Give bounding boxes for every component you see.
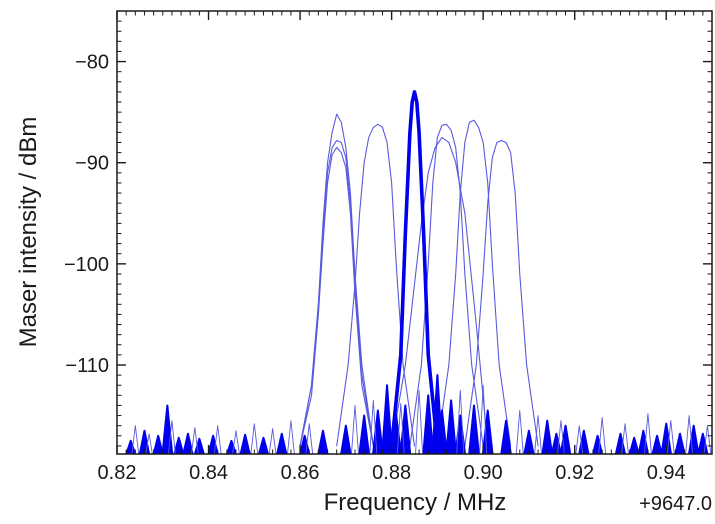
noise-spike-thin-2 [168,420,176,454]
noise-spike-thin-5 [232,430,240,454]
series-line-2 [299,146,374,447]
y-tick-label: −80 [75,52,109,74]
ticks-layer [116,10,713,454]
x-tick-label: 0.92 [555,462,594,484]
noise-spike-bold-36 [637,429,649,454]
noise-spike-thin-17 [534,415,543,454]
noise-spike-bold-11 [276,432,288,454]
y-tick-label: −90 [75,153,109,175]
noise-spike-thin-24 [685,415,694,454]
noise-spike-bold-39 [674,432,686,454]
series-line-4 [409,123,484,447]
noise-spike-thin-23 [666,420,675,454]
x-tick-label: 0.94 [647,462,686,484]
noise-spike-bold-0 [125,439,137,454]
noise-spike-thin-6 [250,423,259,454]
x-offset-label: +9647.0 [639,493,712,515]
x-axis-label: Frequency / MHz [324,489,507,516]
noise-spike-bold-20 [422,394,435,454]
noise-spike-bold-28 [523,429,535,454]
noise-spike-bold-7 [207,434,219,454]
noise-spike-bold-23 [445,399,457,454]
noise-spike-thin-11 [369,399,378,454]
noise-spike-thin-0 [131,425,140,454]
tick-labels-layer: 0.82 0.84 0.86 0.88 0.90 0.92 0.94 −80 −90 −100 −1… [64,52,686,484]
y-tick-label: −110 [65,355,109,377]
y-tick-label: −100 [64,254,109,276]
noise-spike-bold-31 [559,424,572,454]
noise-spike-bold-22 [436,409,448,454]
noise-spike-thin-14 [456,389,465,454]
noise-spike-thin-19 [575,425,584,454]
noise-spike-thin-13 [415,389,424,454]
noise-spike-bold-19 [399,404,412,454]
series-line-bold [389,90,440,448]
noise-spike-bold-26 [481,409,494,454]
noise-spike-thin-21 [621,423,629,454]
noise-spike-thin-1 [145,433,153,454]
noise-spike-bold-10 [257,436,269,454]
noise-spike-bold-35 [628,436,640,454]
noise-spike-bold-30 [550,432,562,454]
noise-spike-bold-25 [468,404,480,454]
noise-spike-bold-2 [152,434,164,454]
noise-spike-thin-15 [479,384,488,454]
noise-spike-bold-15 [358,414,370,454]
noise-spike-thin-9 [305,423,314,454]
series-line-6 [436,119,512,447]
noise-spike-thin-3 [190,427,199,454]
x-tick-label: 0.90 [464,462,503,484]
noise-spike-thin-18 [557,420,565,454]
series-line-3 [336,123,416,447]
noise-spike-thin-16 [515,410,524,454]
noise-spike-bold-8 [226,439,237,454]
noise-spike-bold-12 [299,434,311,454]
noise-spike-bold-13 [317,429,329,454]
series-line-7 [464,139,539,447]
noise-spike-bold-17 [381,384,393,454]
x-tick-label: 0.84 [189,462,228,484]
series-line-5 [391,136,489,447]
noise-spike-thin-4 [213,425,222,454]
noise-spike-bold-40 [687,424,700,454]
noise-spike-bold-32 [578,429,590,454]
x-tick-label: 0.86 [281,462,320,484]
noise-spike-thin-12 [396,402,405,454]
noise-spike-thin-8 [287,420,295,454]
noise-spike-bold-16 [372,409,384,454]
noise-spike-bold-41 [697,432,709,454]
noise-spike-bold-18 [390,414,402,454]
noise-spike-bold-34 [614,432,627,454]
noise-spike-thin-7 [268,428,277,454]
noise-spike-bold-14 [340,424,352,454]
noise-spike-bold-5 [182,432,194,454]
noise-spike-bold-37 [651,434,663,454]
x-tick-label: 0.88 [372,462,411,484]
noise-spike-thin-10 [351,405,359,454]
y-axis-label: Maser intensity / dBm [15,117,42,348]
noise-spike-bold-9 [239,433,251,454]
noise-spike-bold-27 [500,419,512,454]
x-tick-label: 0.82 [98,462,137,484]
noise-spike-bold-29 [541,419,553,454]
noise-spike-bold-33 [592,434,604,454]
plot-frame [116,10,713,455]
noise-spike-thin-22 [643,413,652,454]
noise-spike-bold-6 [193,437,205,454]
noise-spike-thin-20 [598,417,607,454]
series-layer [125,90,712,454]
